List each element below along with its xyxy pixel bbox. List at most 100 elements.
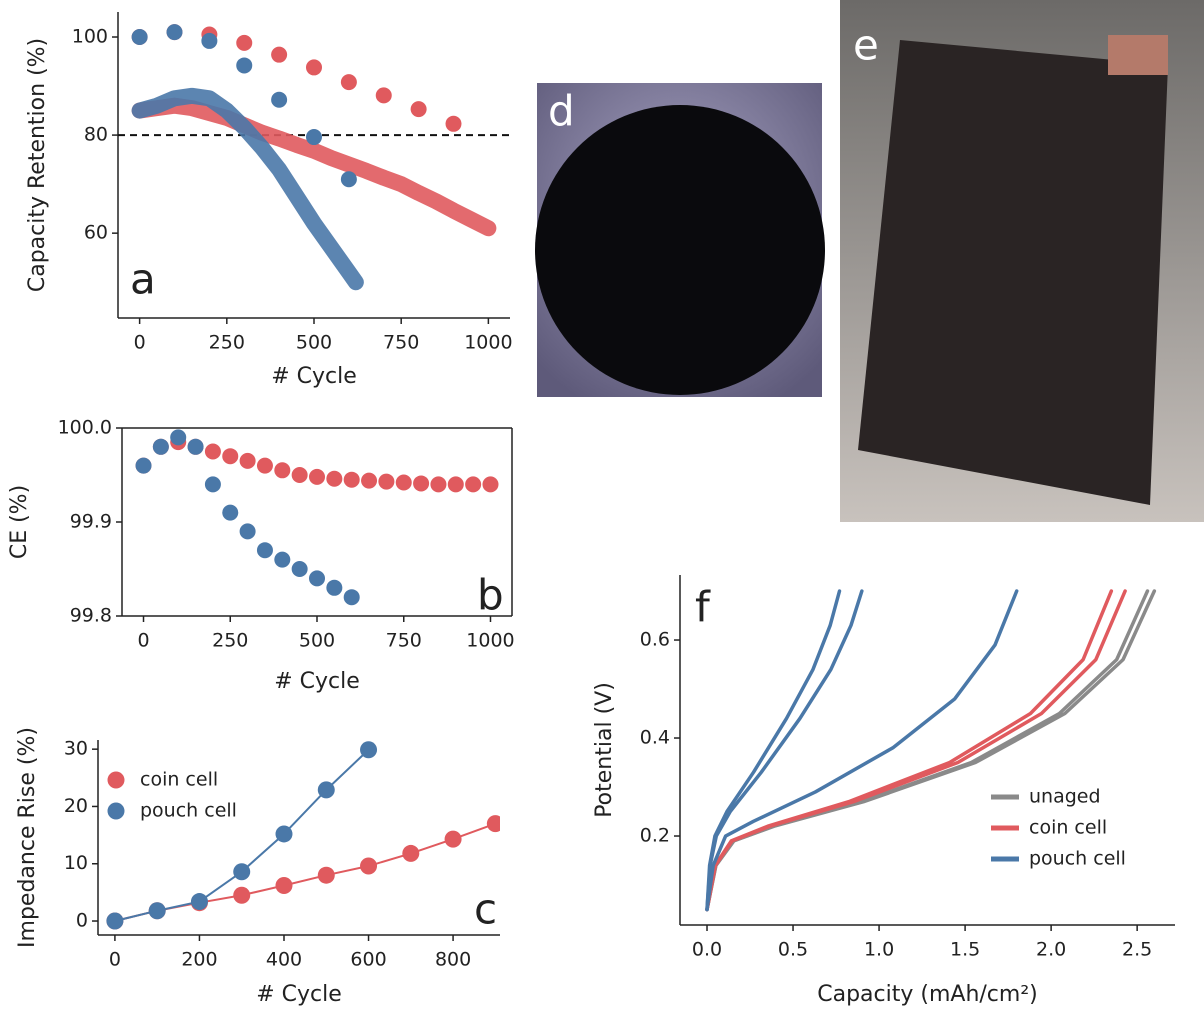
data-point xyxy=(240,523,256,539)
x-tick-label: 0.0 xyxy=(692,939,722,961)
y-tick-label: 80 xyxy=(84,124,108,146)
data-point xyxy=(402,845,419,862)
data-point xyxy=(446,116,462,132)
electrode-disc xyxy=(535,105,825,395)
x-axis-label: # Cycle xyxy=(256,982,342,1007)
data-point xyxy=(275,877,292,894)
data-point xyxy=(222,448,238,464)
data-point xyxy=(274,462,290,478)
y-tick-label: 0.2 xyxy=(640,825,670,847)
x-tick-label: 750 xyxy=(386,630,422,652)
x-tick-label: 2.5 xyxy=(1122,939,1152,961)
data-point xyxy=(306,59,322,75)
photo-e: e xyxy=(840,0,1204,522)
y-tick-label: 30 xyxy=(64,738,88,760)
y-tick-label: 99.9 xyxy=(70,511,112,533)
data-point xyxy=(257,542,273,558)
data-point xyxy=(378,474,394,490)
x-tick-label: 1000 xyxy=(464,332,512,354)
data-point xyxy=(205,476,221,492)
x-tick-label: 1000 xyxy=(466,630,514,652)
photo-d: d xyxy=(535,83,825,397)
x-tick-label: 250 xyxy=(209,332,245,354)
panel-label: f xyxy=(695,583,711,632)
panel-label: b xyxy=(477,571,504,620)
y-tick-label: 100 xyxy=(72,26,108,48)
data-point xyxy=(240,453,256,469)
data-point xyxy=(411,101,427,117)
data-point xyxy=(274,552,290,568)
data-point xyxy=(149,902,166,919)
tab xyxy=(1108,35,1168,75)
x-tick-label: 2.0 xyxy=(1036,939,1066,961)
data-point xyxy=(236,35,252,51)
pouch-electrode xyxy=(858,40,1168,505)
x-tick-label: 0.5 xyxy=(778,939,808,961)
data-point xyxy=(326,580,342,596)
legend-marker xyxy=(108,803,125,820)
data-point xyxy=(170,429,186,445)
data-point xyxy=(361,473,377,489)
y-tick-label: 60 xyxy=(84,222,108,244)
data-point xyxy=(445,831,462,848)
data-point xyxy=(482,476,498,492)
data-point xyxy=(166,24,182,40)
data-point xyxy=(396,475,412,491)
data-point xyxy=(318,867,335,884)
data-point xyxy=(360,858,377,875)
data-point xyxy=(292,467,308,483)
data-point xyxy=(153,439,169,455)
data-point xyxy=(271,47,287,63)
x-tick-label: 1.0 xyxy=(864,939,894,961)
data-point xyxy=(271,92,287,108)
y-tick-label: 0.4 xyxy=(640,727,670,749)
x-tick-label: 0 xyxy=(134,332,146,354)
legend-label: coin cell xyxy=(1029,817,1107,839)
data-point xyxy=(360,741,377,758)
x-tick-label: 0 xyxy=(109,949,121,971)
x-tick-label: 400 xyxy=(266,949,302,971)
panel-label: a xyxy=(130,255,156,304)
data-point xyxy=(233,887,250,904)
x-tick-label: 750 xyxy=(383,332,419,354)
data-point xyxy=(132,29,148,45)
legend-marker xyxy=(108,772,125,789)
data-point xyxy=(275,825,292,842)
data-point xyxy=(413,475,429,491)
y-axis-label: CE (%) xyxy=(7,485,32,559)
data-point xyxy=(201,33,217,49)
plot-area xyxy=(136,429,499,605)
y-axis-label: Capacity Retention (%) xyxy=(25,38,50,292)
panel-label: e xyxy=(853,21,879,70)
data-point xyxy=(236,57,252,73)
y-tick-label: 20 xyxy=(64,795,88,817)
x-tick-label: 0 xyxy=(137,630,149,652)
panel: 025050075010006080100# CycleCapacity Ret… xyxy=(25,12,513,389)
x-tick-label: 250 xyxy=(212,630,248,652)
legend-label: unaged xyxy=(1029,786,1101,808)
y-tick-label: 100.0 xyxy=(58,417,112,439)
data-point xyxy=(341,171,357,187)
data-point xyxy=(191,893,208,910)
data-point xyxy=(233,863,250,880)
data-point xyxy=(188,439,204,455)
data-point xyxy=(344,589,360,605)
y-tick-label: 10 xyxy=(64,852,88,874)
panel-label: c xyxy=(474,885,497,934)
legend-label: pouch cell xyxy=(140,800,237,822)
data-point xyxy=(292,561,308,577)
y-axis-label: Potential (V) xyxy=(592,682,617,818)
data-line xyxy=(115,824,495,921)
legend-label: coin cell xyxy=(140,769,218,791)
x-axis-label: # Cycle xyxy=(274,669,360,694)
data-point xyxy=(376,87,392,103)
x-tick-label: 1.5 xyxy=(950,939,980,961)
x-tick-label: 600 xyxy=(350,949,386,971)
data-point xyxy=(306,129,322,145)
x-tick-label: 500 xyxy=(299,630,335,652)
data-point xyxy=(487,815,504,832)
data-point xyxy=(222,505,238,521)
page: d e 025050075010006080100# CycleCapacity… xyxy=(0,0,1204,1010)
data-line xyxy=(707,591,862,909)
